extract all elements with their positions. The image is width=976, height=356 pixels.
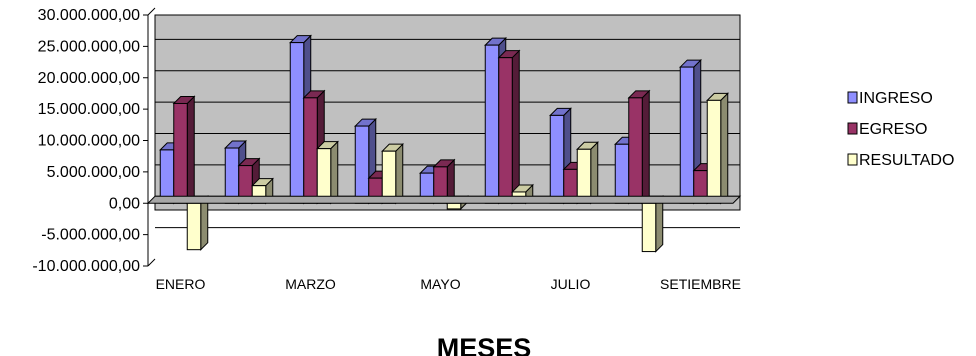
bar-egreso-1 [237, 157, 261, 205]
x-axis-title: MESES [437, 333, 532, 356]
legend-item-resultado: RESULTADO [847, 152, 954, 169]
y-tick-label: 25.000.000,00 [38, 38, 140, 55]
legend-label: INGRESO [859, 90, 933, 107]
bar-resultado-2 [316, 140, 339, 205]
y-tick-label: -10.000.000,00 [32, 258, 140, 275]
legend-item-egreso: EGRESO [847, 121, 927, 138]
depth-edge [147, 7, 156, 16]
y-axis: 30.000.000,00 25.000.000,00 20.000.000,00 1… [32, 7, 156, 275]
bar-resultado-8 [706, 92, 729, 205]
depth-edge [147, 258, 156, 267]
x-tick-label: MAYO [420, 276, 460, 292]
y-tick-label: -5.000.000,00 [41, 227, 140, 244]
y-tick-label: 10.000.000,00 [38, 133, 140, 150]
y-tick-label: 5.000.000,00 [47, 164, 141, 181]
zero-plane [146, 195, 742, 204]
y-tick-label: 15.000.000,00 [38, 101, 140, 118]
y-tick-label: 30.000.000,00 [38, 7, 140, 24]
legend: INGRESO EGRESO RESULTADO [847, 90, 954, 169]
y-tick-label: 0,00 [109, 195, 140, 212]
bar-resultado-0 [186, 195, 209, 251]
legend-swatch [847, 91, 858, 104]
legend-swatch [847, 122, 858, 135]
bar-resultado-3 [381, 142, 404, 205]
x-tick-label: JULIO [551, 276, 591, 292]
bar-egreso-0 [172, 95, 196, 205]
bar-resultado-6 [576, 141, 599, 205]
legend-label: EGRESO [859, 121, 927, 138]
x-tick-label: MARZO [285, 276, 336, 292]
x-tick-label: SETIEMBRE [660, 276, 741, 292]
x-axis: ENERO MARZO MAYO JULIO SETIEMBRE [146, 195, 742, 292]
legend-item-ingreso: INGRESO [847, 90, 933, 107]
y-tick-label: 20.000.000,00 [38, 70, 140, 87]
legend-swatch [847, 153, 858, 166]
x-tick-label: ENERO [156, 276, 206, 292]
bar-egreso-5 [497, 49, 521, 205]
bar-egreso-4 [432, 158, 456, 205]
legend-label: RESULTADO [859, 152, 954, 169]
bar-resultado-7 [641, 195, 664, 253]
bar-egreso-7 [627, 89, 651, 205]
